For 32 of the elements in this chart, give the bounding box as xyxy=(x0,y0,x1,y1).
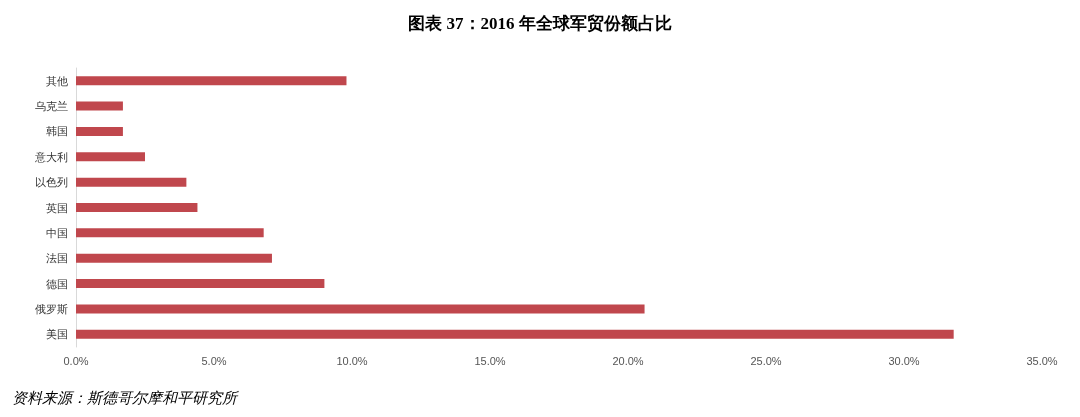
y-tick-label: 美国 xyxy=(46,328,68,341)
y-tick-label: 乌克兰 xyxy=(35,100,68,113)
x-tick-label: 20.0% xyxy=(612,354,644,367)
y-tick-label: 英国 xyxy=(46,201,68,214)
text: 资料来源：斯德哥尔摩和平研究所 xyxy=(12,389,239,406)
bar xyxy=(76,228,264,238)
x-tick-label: 0.0% xyxy=(63,354,89,367)
y-tick-label: 以色列 xyxy=(35,176,68,189)
x-tick-label: 5.0% xyxy=(201,354,227,367)
y-tick-label: 法国 xyxy=(46,252,68,265)
y-tick-label: 其他 xyxy=(46,74,68,87)
x-tick-label: 10.0% xyxy=(336,354,368,367)
chart-title: 图表 37：2016 年全球军贸份额占比 xyxy=(408,14,672,33)
x-tick-label: 35.0% xyxy=(1026,354,1058,367)
y-tick-label: 意大利 xyxy=(34,150,68,163)
y-tick-label: 德国 xyxy=(46,277,68,290)
y-tick-label: 韩国 xyxy=(46,125,68,138)
y-tick-label: 俄罗斯 xyxy=(35,302,68,315)
bar xyxy=(76,279,325,289)
bar xyxy=(76,329,954,339)
y-tick-label: 中国 xyxy=(46,226,68,239)
bar xyxy=(76,203,198,212)
bar xyxy=(76,76,347,86)
bar xyxy=(76,152,145,162)
x-tick-label: 15.0% xyxy=(474,354,506,367)
x-tick-label: 25.0% xyxy=(750,354,782,367)
bar xyxy=(76,101,123,111)
bar xyxy=(76,126,123,136)
x-tick-label: 30.0% xyxy=(888,354,920,367)
bar xyxy=(76,253,272,263)
bar xyxy=(76,304,645,314)
bar xyxy=(76,177,187,187)
